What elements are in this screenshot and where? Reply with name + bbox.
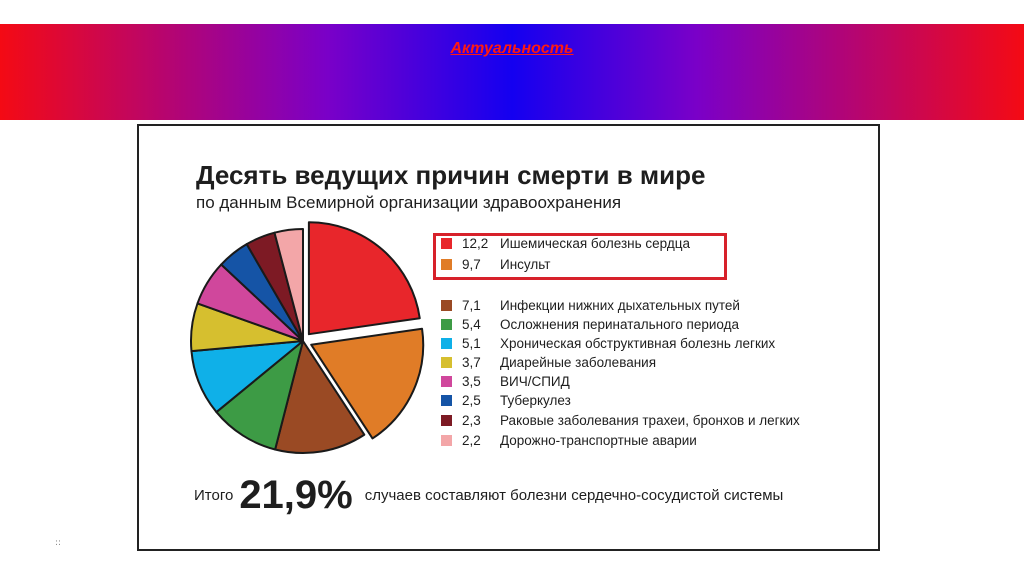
legend-swatch [441,299,452,311]
legend-label: Диарейные заболевания [500,354,657,370]
legend-swatch [441,356,452,368]
legend-label: Инсульт [500,256,551,272]
legend-label: Инфекции нижних дыхательных путей [500,297,740,313]
legend-swatch [441,318,452,330]
legend-item: 2,5 Туберкулез [441,391,571,409]
pie-slice-3 [274,340,366,454]
chart-title: Десять ведущих причин смерти в мире [196,160,706,190]
legend-highlight-box [433,233,727,280]
legend-swatch [441,414,452,426]
legend-item: 9,7 Инсульт [441,255,550,273]
legend-value: 2,5 [462,392,481,408]
legend-item: 3,7 Диарейные заболевания [441,353,656,371]
slide-heading: Актуальность [450,40,574,57]
legend-value: 7,1 [462,297,481,313]
legend-swatch [441,237,452,249]
legend-value: 5,1 [462,335,481,351]
legend-label: Туберкулез [500,392,571,408]
legend-item: 5,4 Осложнения перинатального периода [441,315,739,333]
legend-label: Раковые заболевания трахеи, бронхов и ле… [500,412,800,428]
legend-value: 3,7 [462,354,481,370]
legend-swatch [441,337,452,349]
legend-swatch [441,394,452,406]
legend-item: 2,2 Дорожно-транспортные аварии [441,431,697,449]
legend-label: ВИЧ/СПИД [500,373,570,389]
legend-item: 5,1 Хроническая обструктивная болезнь лег… [441,334,775,352]
legend-label: Хроническая обструктивная болезнь легких [500,335,776,351]
chart-subtitle: по данным Всемирной организации здравоох… [196,193,622,212]
total-prefix: Итого [194,486,234,504]
pie-slice-4 [215,340,304,451]
pie-slice-1 [307,221,421,336]
legend-item: 7,1 Инфекции нижних дыхательных путей [441,296,740,314]
total-value: 21,9% [239,472,353,517]
total-suffix: случаев составляют болезни сердечно-сосу… [364,486,784,504]
slide-marker: :: [55,538,62,548]
legend-value: 9,7 [462,256,481,272]
legend-value: 2,2 [462,432,481,448]
legend-item: 2,3 Раковые заболевания трахеи, бронхов и… [441,411,800,429]
legend-value: 12,2 [462,235,489,251]
pie-slice-10 [273,228,304,342]
legend-label: Осложнения перинатального периода [500,316,739,332]
legend-value: 3,5 [462,373,481,389]
chart-frame: Десять ведущих причин смерти в мире по д… [137,124,880,551]
legend-value: 5,4 [462,316,481,332]
legend-label: Дорожно-транспортные аварии [500,432,697,448]
legend-item: 12,2 Ишемическая болезнь сердца [441,234,690,252]
legend-value: 2,3 [462,412,481,428]
legend-swatch [441,258,452,270]
pie-slice-2 [310,327,425,440]
pie-chart [190,221,425,454]
legend-item: 3,5 ВИЧ/СПИД [441,372,570,390]
header-banner [0,24,1024,120]
legend-label: Ишемическая болезнь сердца [500,235,690,251]
legend-swatch [441,375,452,387]
total-summary: Итого 21,9% случаев составляют болезни с… [194,472,783,518]
legend-swatch [441,434,452,446]
